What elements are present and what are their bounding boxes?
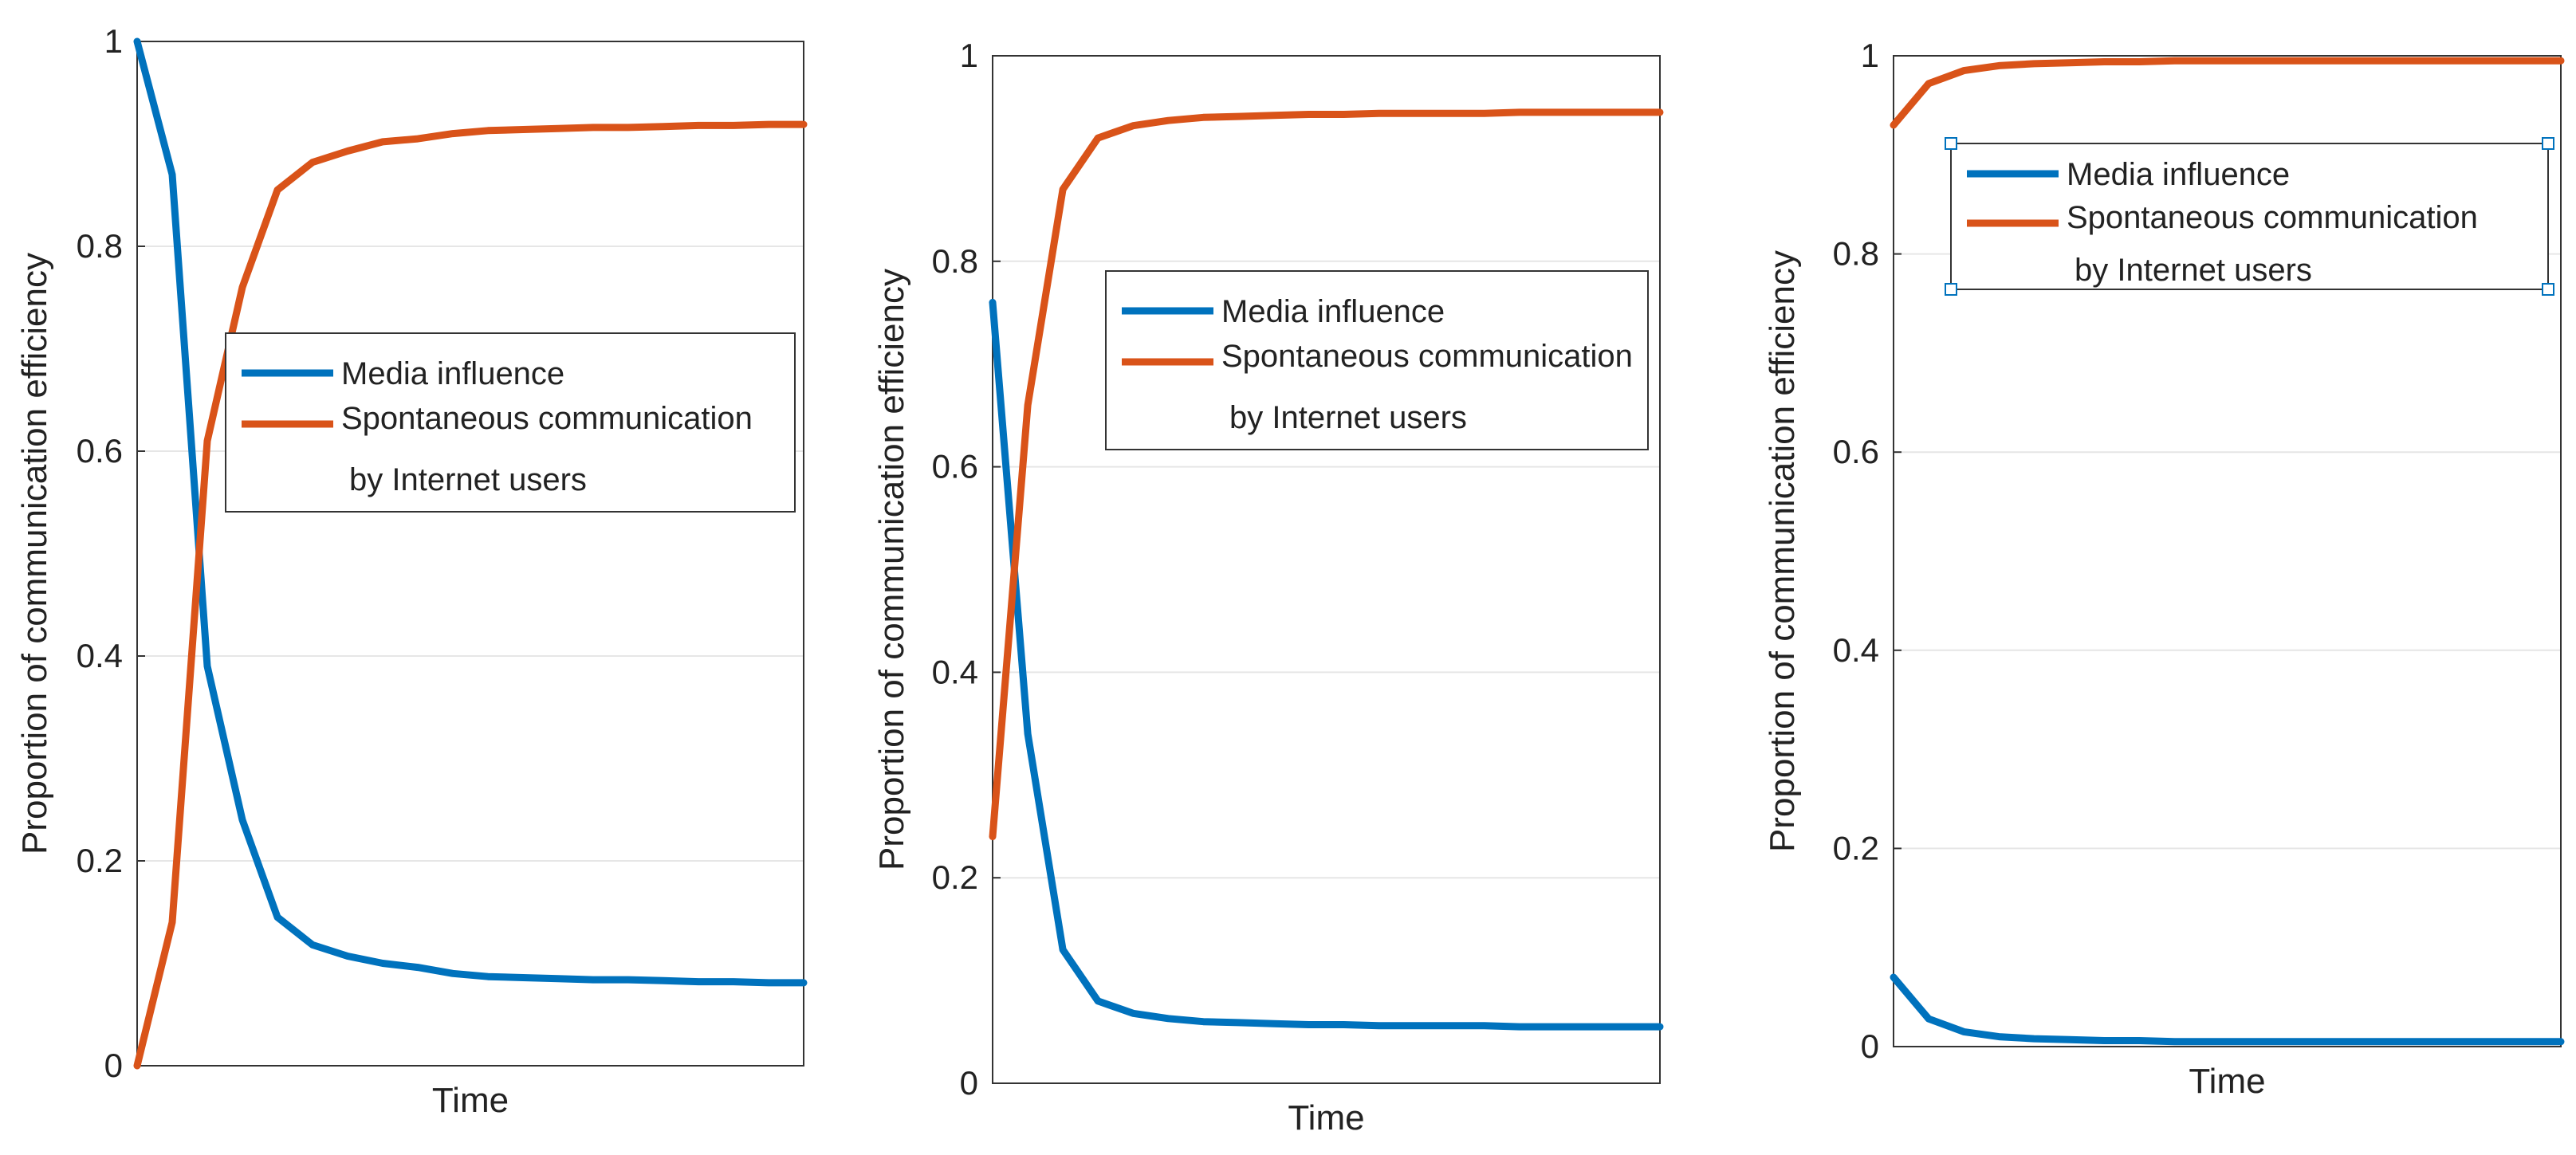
legend-label-by-internet-users: by Internet users: [349, 462, 587, 497]
selection-handle: [2542, 283, 2554, 296]
series-line-spontaneous-communication: [1890, 57, 2565, 129]
y-tick-label: 0: [960, 1064, 978, 1102]
legend-label-media-influence: Media influence: [1221, 294, 1445, 329]
y-axis-label: Proportion of communication efficiency: [15, 253, 54, 854]
legend: Media influence Spontaneous communication…: [1945, 137, 2554, 296]
legend-label-spontaneous-communication: Spontaneous communication: [341, 401, 753, 436]
y-tick-label: 0: [1861, 1027, 1879, 1065]
selection-handle: [1945, 283, 1957, 296]
y-tick-label: 0.6: [1833, 433, 1879, 470]
series-line-media-influence: [989, 298, 1664, 1031]
y-tick-label: 0.2: [932, 858, 978, 896]
legend-label-by-internet-users: by Internet users: [1229, 400, 1467, 435]
selection-handle: [1945, 137, 1957, 150]
x-axis-label: Time: [2189, 1062, 2265, 1101]
series-line-media-influence: [1890, 973, 2565, 1046]
x-axis-label: Time: [432, 1081, 509, 1120]
chart-panel-3: 0 0.2 0.4 0.6 0.8 1 Time Proportion of communic…: [1763, 37, 2565, 1101]
plot-frame: [992, 55, 1661, 1084]
series-line-spontaneous-communication: [133, 120, 808, 1070]
y-tick-label: 0.4: [932, 653, 978, 690]
legend-label-spontaneous-communication: Spontaneous communication: [2067, 200, 2478, 235]
legend-label-by-internet-users: by Internet users: [2075, 253, 2312, 288]
y-tick-label: 0.6: [77, 432, 123, 469]
y-tick-label: 0.4: [1833, 631, 1879, 669]
y-tick-label: 1: [104, 22, 123, 60]
selection-handle: [2542, 137, 2554, 150]
y-axis-label: Proportion of communication efficiency: [872, 269, 911, 870]
series-line-spontaneous-communication: [989, 108, 1664, 841]
plot-frame: [1893, 55, 2562, 1047]
legend-box: [1950, 143, 2549, 290]
series-line-media-influence: [133, 37, 808, 987]
legend-label-media-influence: Media influence: [341, 356, 564, 391]
chart-panel-1: 0 0.2 0.4 0.6 0.8 1 Time Proportion of communic…: [15, 22, 808, 1120]
plot-frame: [136, 41, 804, 1067]
y-tick-label: 0: [104, 1047, 123, 1084]
legend-label-spontaneous-communication: Spontaneous communication: [1221, 339, 1633, 374]
y-tick-label: 0.8: [932, 242, 978, 280]
chart-panel-2: 0 0.2 0.4 0.6 0.8 1 Time Proportion of communic…: [872, 37, 1664, 1137]
y-axis-label: Proportion of communication efficiency: [1763, 250, 1802, 852]
y-tick-label: 0.6: [932, 448, 978, 485]
legend-label-media-influence: Media influence: [2067, 157, 2290, 192]
y-tick-label: 1: [1861, 37, 1879, 74]
y-tick-label: 0.4: [77, 637, 123, 674]
legend: Media influence Spontaneous communication…: [225, 332, 796, 513]
y-tick-label: 0.2: [77, 842, 123, 879]
y-tick-label: 0.8: [77, 227, 123, 265]
y-tick-label: 0.8: [1833, 235, 1879, 273]
legend: Media influence Spontaneous communication…: [1105, 270, 1649, 450]
y-tick-label: 1: [960, 37, 978, 74]
x-axis-label: Time: [1288, 1098, 1364, 1137]
y-tick-label: 0.2: [1833, 829, 1879, 866]
